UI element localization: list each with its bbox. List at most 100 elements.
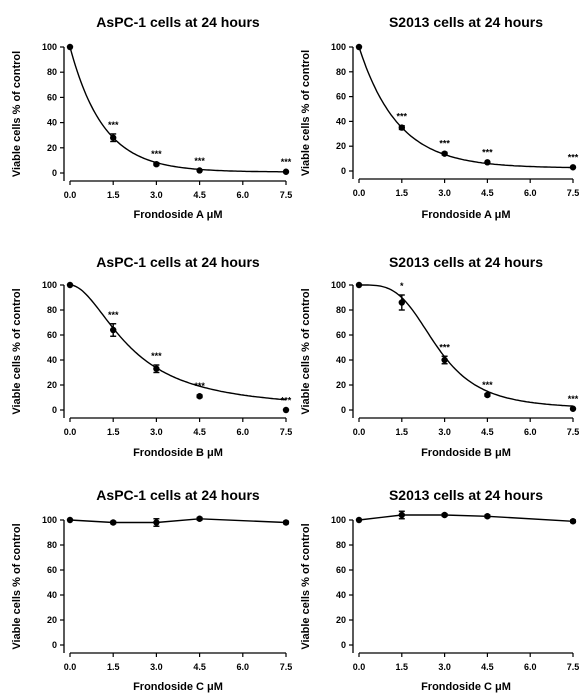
significance-label: ***	[439, 342, 450, 352]
y-axis-title: Viable cells % of control	[11, 51, 23, 177]
x-tick-label: 0.0	[353, 662, 366, 672]
significance-label: ***	[194, 156, 205, 166]
data-point	[153, 519, 160, 526]
data-point	[569, 518, 577, 525]
y-tick-label: 60	[47, 92, 57, 102]
x-tick-label: 6.0	[524, 662, 537, 672]
y-tick-label: 0	[52, 405, 57, 415]
x-tick-label: 7.5	[567, 662, 580, 672]
x-axis-title: Frondoside B μM	[133, 447, 223, 459]
x-tick-label: 1.5	[107, 427, 120, 437]
y-tick-label: 40	[336, 355, 346, 365]
chart-panel-2: S2013 cells at 24 hours 0 20 40 60 80 100 0.0 1.…	[300, 14, 579, 221]
data-point	[441, 511, 448, 519]
y-tick-label: 80	[336, 67, 346, 77]
data-point	[153, 160, 160, 168]
significance-label: ***	[568, 394, 579, 404]
y-tick-label: 60	[47, 330, 57, 340]
y-tick-label: 20	[47, 615, 57, 625]
significance-label: ***	[108, 310, 119, 320]
chart-panel-6: S2013 cells at 24 hours 0 20 40 60 80 100 0.0 1.…	[300, 487, 579, 693]
y-axis-title: Viable cells % of control	[300, 50, 312, 176]
x-tick-label: 1.5	[396, 662, 409, 672]
x-tick-label: 7.5	[280, 190, 293, 200]
y-tick-label: 40	[47, 118, 57, 128]
significance-label: ***	[482, 380, 493, 390]
significance-label: ***	[482, 148, 493, 158]
significance-label: ***	[151, 351, 162, 361]
data-point	[282, 519, 290, 526]
y-tick-label: 60	[336, 330, 346, 340]
x-tick-label: 0.0	[64, 427, 77, 437]
data-point	[441, 356, 448, 364]
data-point	[398, 511, 405, 519]
y-tick-label: 80	[47, 67, 57, 77]
chart-title: S2013 cells at 24 hours	[389, 487, 543, 503]
chart-title: AsPC-1 cells at 24 hours	[96, 254, 260, 270]
significance-label: ***	[439, 138, 450, 148]
x-tick-label: 7.5	[280, 427, 293, 437]
y-axis-title: Viable cells % of control	[300, 288, 312, 414]
chart-panel-4: S2013 cells at 24 hours 0 20 40 60 80 100 0.0 1.…	[300, 254, 579, 459]
data-point	[484, 391, 491, 399]
x-tick-label: 7.5	[280, 662, 293, 672]
y-tick-label: 80	[336, 305, 346, 315]
x-axis-title: Frondoside C μM	[133, 681, 223, 693]
y-tick-label: 100	[42, 515, 57, 525]
x-tick-label: 4.5	[481, 662, 494, 672]
x-tick-label: 3.0	[438, 427, 451, 437]
data-point	[398, 299, 405, 306]
x-tick-label: 3.0	[150, 427, 163, 437]
data-point	[66, 516, 74, 524]
data-point	[110, 326, 117, 334]
x-tick-label: 3.0	[150, 190, 163, 200]
y-tick-label: 20	[336, 141, 346, 151]
data-point	[398, 124, 405, 131]
chart-panel-5: AsPC-1 cells at 24 hours 0 20 40 60 80 100 0.0 1…	[11, 487, 292, 693]
significance-label: ***	[108, 120, 119, 130]
data-point	[110, 519, 117, 526]
data-point	[196, 167, 203, 174]
y-tick-label: 100	[331, 280, 346, 290]
chart-title: S2013 cells at 24 hours	[389, 14, 543, 30]
data-point	[196, 515, 203, 522]
x-tick-label: 6.0	[237, 190, 250, 200]
data-point	[282, 168, 290, 175]
y-tick-label: 80	[336, 540, 346, 550]
fit-line	[359, 284, 574, 407]
x-tick-label: 7.5	[567, 427, 580, 437]
x-axis-title: Frondoside A μM	[133, 209, 222, 221]
chart-title: S2013 cells at 24 hours	[389, 254, 543, 270]
y-tick-label: 60	[47, 565, 57, 575]
y-tick-label: 20	[47, 143, 57, 153]
data-point	[66, 43, 74, 51]
x-axis-title: Frondoside A μM	[421, 209, 510, 221]
data-point	[66, 281, 74, 289]
data-point	[282, 406, 290, 414]
y-tick-label: 40	[336, 590, 346, 600]
x-tick-label: 4.5	[193, 427, 206, 437]
x-tick-label: 4.5	[193, 190, 206, 200]
x-tick-label: 0.0	[64, 662, 77, 672]
chart-panel-3: AsPC-1 cells at 24 hours 0 20 40 60 80 100 0.0 1…	[11, 254, 292, 459]
x-tick-label: 3.0	[150, 662, 163, 672]
significance-label: ***	[281, 157, 292, 167]
data-point	[355, 43, 363, 51]
significance-label: ***	[397, 112, 408, 122]
y-axis-title: Viable cells % of control	[11, 523, 23, 649]
data-point	[110, 134, 117, 141]
y-tick-label: 60	[336, 565, 346, 575]
data-point	[569, 164, 577, 171]
y-tick-label: 0	[341, 166, 346, 176]
significance-label: ***	[568, 153, 579, 163]
significance-label: ***	[194, 381, 205, 391]
significance-label: ***	[281, 395, 292, 405]
significance-label: ***	[151, 149, 162, 159]
data-point	[569, 405, 577, 412]
x-tick-label: 4.5	[481, 427, 494, 437]
y-tick-label: 100	[331, 42, 346, 52]
x-axis-title: Frondoside C μM	[421, 681, 511, 693]
x-axis-title: Frondoside B μM	[421, 447, 511, 459]
x-tick-label: 1.5	[396, 188, 409, 198]
